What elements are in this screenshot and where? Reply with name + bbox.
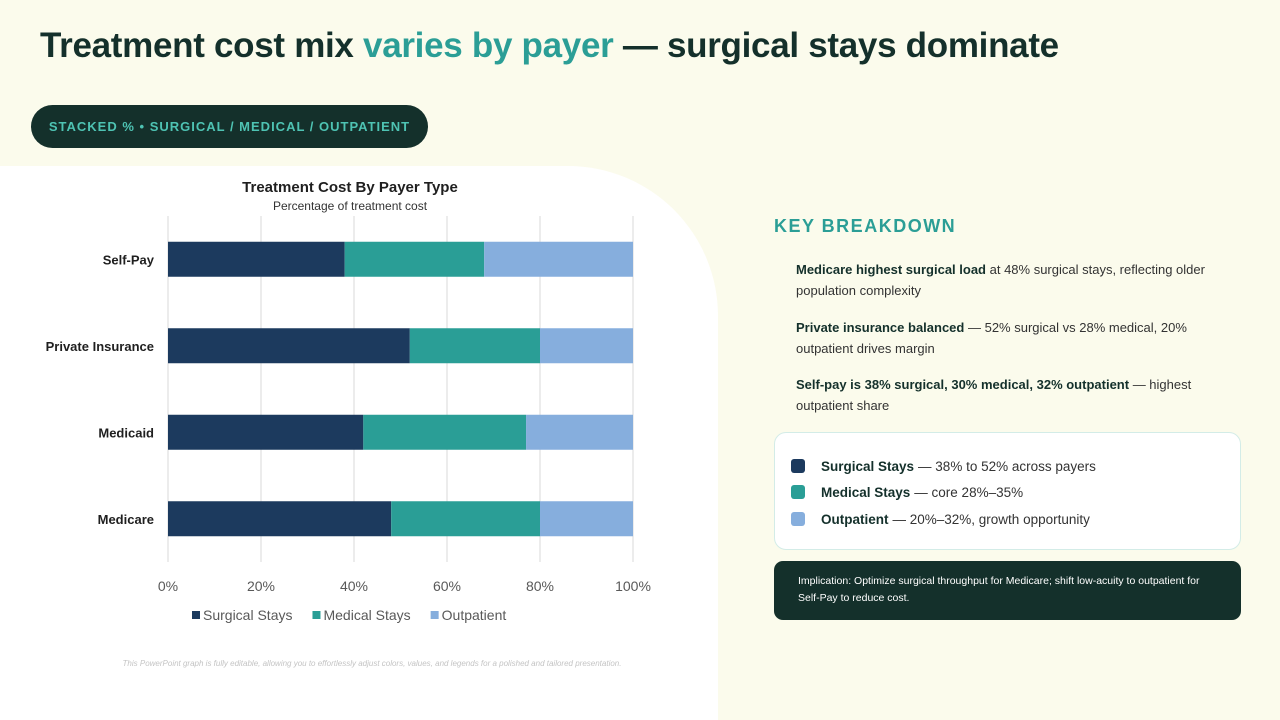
legend-card: Surgical Stays — 38% to 52% across payer…	[774, 432, 1241, 550]
x-tick-label: 80%	[526, 578, 554, 594]
bar-segment	[363, 414, 527, 450]
outpatient-swatch	[791, 512, 805, 526]
bar-segment	[168, 501, 392, 537]
bar-segment	[409, 328, 540, 364]
chart-type-badge: STACKED % • SURGICAL / MEDICAL / OUTPATI…	[31, 105, 428, 148]
title-part-2: — surgical stays dominate	[613, 26, 1059, 65]
key-breakdown-title: KEY BREAKDOWN	[774, 216, 957, 236]
page-title: Treatment cost mix varies by payer — sur…	[40, 26, 1059, 66]
medical-swatch	[791, 485, 805, 499]
bar-segment	[526, 414, 633, 450]
bar-segment	[168, 328, 410, 364]
legend-name: Surgical Stays	[821, 458, 915, 474]
legend-text: — 38% to 52% across payers	[918, 458, 1096, 474]
key-point-bold: Self-pay is 38% surgical, 30% medical, 3…	[796, 377, 1130, 392]
bar-segment	[484, 241, 633, 277]
y-category-label: Private Insurance	[46, 339, 154, 354]
bar-segment	[168, 414, 364, 450]
stacked-bar-chart: Treatment Cost By Payer Type Percentage o…	[46, 179, 651, 623]
implication-box: Implication: Optimize surgical throughpu…	[774, 561, 1241, 620]
key-point-selfpay: Self-pay is 38% surgical, 30% medical, 3…	[796, 374, 1246, 416]
x-tick-label: 100%	[615, 578, 651, 594]
bar-segment	[168, 241, 345, 277]
legend-name: Outpatient	[821, 511, 889, 527]
bar-segment	[540, 328, 633, 364]
key-point-bold: Private insurance balanced	[796, 320, 965, 335]
x-tick-label: 0%	[158, 578, 178, 594]
key-point-private: Private insurance balanced — 52% surgica…	[796, 317, 1246, 359]
x-tick-label: 40%	[340, 578, 368, 594]
legend-swatch	[430, 611, 439, 619]
key-point-medicare: Medicare highest surgical load at 48% su…	[796, 259, 1246, 301]
legend-name: Medical Stays	[821, 484, 911, 500]
legend-label: Surgical Stays	[203, 607, 292, 623]
y-category-label: Medicare	[98, 512, 154, 527]
legend-swatch	[312, 611, 321, 619]
title-part-1: Treatment cost mix	[40, 26, 364, 65]
key-point-text: — 52% surgical vs 28% medical, 20% outpa…	[796, 320, 1187, 356]
legend-text: — core 28%–35%	[914, 484, 1024, 500]
bar-segment	[344, 241, 485, 277]
legend-row-outpatient: Outpatient — 20%–32%, growth opportunity	[791, 509, 1090, 529]
legend-label: Outpatient	[442, 607, 507, 623]
chart-title: Treatment Cost By Payer Type	[242, 179, 458, 196]
legend-label: Medical Stays	[323, 607, 410, 623]
y-category-label: Self-Pay	[103, 252, 155, 267]
surgical-swatch	[791, 459, 805, 473]
key-point-text: — highest outpatient share	[796, 377, 1192, 413]
bar-segment	[391, 501, 540, 537]
y-category-label: Medicaid	[98, 425, 154, 440]
footnote: This PowerPoint graph is fully editable,…	[122, 659, 622, 668]
key-point-text: at 48% surgical stays, reflecting older …	[796, 262, 1205, 298]
legend-swatch	[192, 611, 200, 619]
legend-row-surgical: Surgical Stays — 38% to 52% across payer…	[791, 456, 1096, 476]
legend-text: — 20%–32%, growth opportunity	[892, 511, 1090, 527]
x-tick-label: 60%	[433, 578, 461, 594]
chart-subtitle: Percentage of treatment cost	[273, 199, 428, 213]
key-point-bold: Medicare highest surgical load	[796, 262, 986, 277]
title-accent: varies by payer	[363, 26, 614, 65]
x-tick-label: 20%	[247, 578, 275, 594]
bar-segment	[540, 501, 633, 537]
legend-row-medical: Medical Stays — core 28%–35%	[791, 482, 1023, 502]
